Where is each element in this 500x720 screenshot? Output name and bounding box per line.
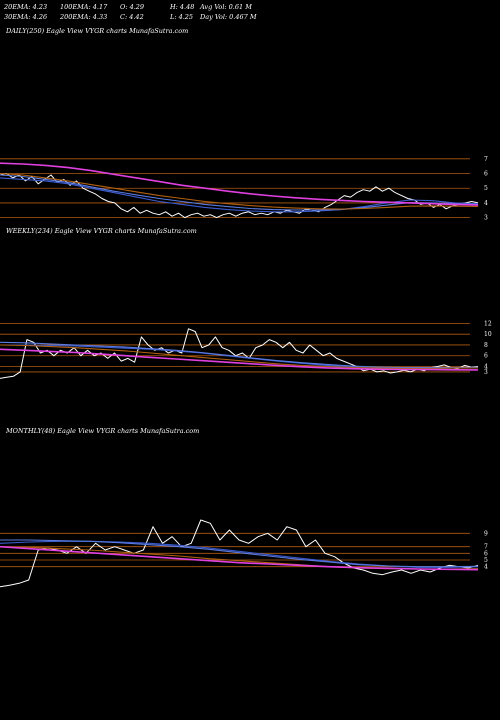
ema200-value: 200EMA: 4.33	[60, 13, 108, 21]
daily-price-line	[0, 173, 479, 219]
monthly-price-line	[0, 519, 479, 588]
monthly-y-tick-label: 9	[484, 530, 488, 537]
daily-y-tick-label: 3	[484, 215, 488, 222]
weekly-ema-line	[0, 341, 479, 369]
day-vol-value: Day Vol: 0.467 M	[200, 13, 257, 21]
monthly-y-tick-label: 4	[484, 564, 488, 571]
daily-ema-line	[0, 174, 479, 211]
weekly-y-tick-label: 6	[484, 353, 488, 360]
daily-ema-line	[0, 172, 479, 210]
daily-y-tick-label: 7	[484, 156, 488, 163]
monthly-ema-line	[0, 545, 479, 571]
ema20-value: 20EMA: 4.23	[4, 3, 48, 11]
weekly-price-line	[0, 328, 479, 379]
daily-y-tick-label: 6	[484, 171, 488, 178]
weekly-y-tick-label: 10	[484, 331, 492, 338]
weekly-ema-line	[0, 344, 479, 369]
daily-chart-title: DAILY(250) Eagle View VYGR charts Munafa…	[6, 27, 189, 35]
weekly-ema-line	[0, 348, 479, 371]
monthly-chart-title: MONTHLY(48) Eagle View VYGR charts Munaf…	[6, 427, 200, 435]
weekly-y-tick-label: 3	[484, 369, 488, 376]
monthly-y-tick-label: 6	[484, 550, 488, 557]
low-value: L: 4.25	[170, 13, 194, 21]
daily-ema-line	[0, 162, 479, 206]
weekly-chart: 12 10 8 6 43	[0, 320, 492, 379]
ema100-value: 100EMA: 4.17	[60, 3, 108, 11]
ema30-value: 30EMA: 4.26	[4, 13, 48, 21]
high-value: H: 4.48	[170, 3, 195, 11]
weekly-chart-title: WEEKLY(234) Eagle View VYGR charts Munaf…	[6, 227, 197, 235]
weekly-y-tick-label: 8	[484, 342, 488, 349]
daily-chart: 7 6 5 4 3	[0, 156, 488, 222]
monthly-y-tick-label: 5	[484, 557, 488, 564]
close-value: C: 4.42	[120, 13, 144, 21]
monthly-y-tick-label: 7	[484, 544, 488, 551]
monthly-ema-line	[0, 539, 479, 568]
open-value: O: 4.29	[120, 3, 145, 11]
weekly-y-tick-label: 4	[484, 364, 488, 371]
daily-ema-line	[0, 177, 479, 213]
avg-vol-value: Avg Vol: 0.61 M	[200, 3, 252, 11]
daily-y-tick-label: 4	[484, 200, 488, 207]
weekly-y-tick-label: 12	[484, 320, 492, 327]
daily-y-tick-label: 5	[484, 185, 488, 192]
